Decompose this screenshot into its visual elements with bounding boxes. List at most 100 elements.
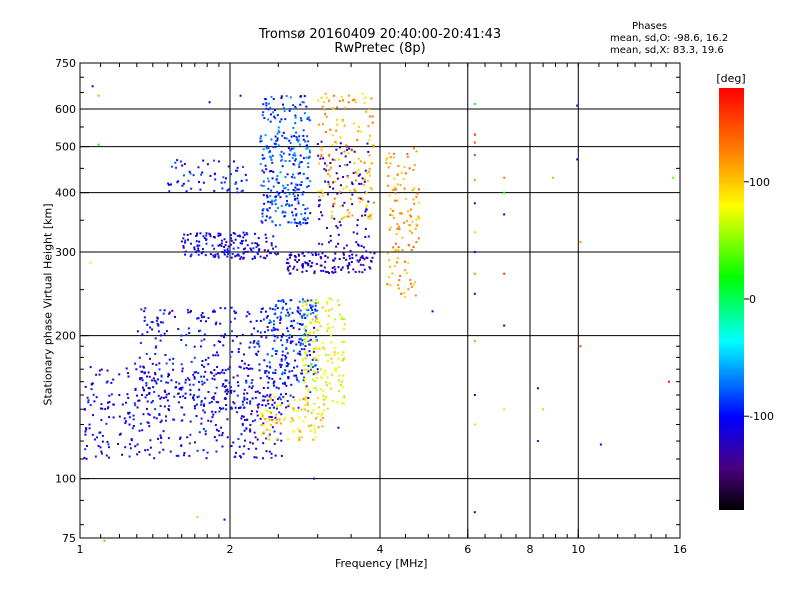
data-point: [146, 448, 149, 451]
data-point: [202, 250, 205, 253]
data-point: [189, 242, 192, 245]
data-point: [353, 122, 356, 125]
data-point: [319, 325, 322, 328]
data-point: [141, 379, 144, 382]
data-point: [202, 403, 205, 406]
data-point: [212, 159, 215, 162]
data-point: [253, 256, 256, 259]
data-point: [315, 339, 318, 342]
data-point: [344, 155, 347, 158]
data-point: [340, 217, 343, 220]
data-point: [197, 253, 200, 256]
data-point: [284, 416, 287, 419]
data-point: [168, 404, 171, 407]
data-point: [327, 183, 330, 186]
data-point: [144, 396, 147, 399]
data-point: [310, 322, 313, 325]
data-point: [280, 95, 283, 98]
data-point: [305, 302, 308, 305]
data-point: [302, 357, 305, 360]
data-point: [365, 250, 368, 253]
data-point: [356, 259, 359, 262]
data-point: [276, 316, 279, 319]
data-point: [363, 268, 366, 271]
data-point: [190, 253, 193, 256]
data-point: [356, 218, 359, 221]
data-point: [242, 415, 245, 418]
data-point: [189, 232, 192, 235]
data-point: [218, 434, 221, 437]
data-point: [359, 256, 362, 259]
data-point: [145, 384, 148, 387]
data-point: [259, 417, 262, 420]
data-point: [333, 197, 336, 200]
data-point: [184, 241, 187, 244]
data-point: [347, 265, 350, 268]
plot-frame: [79, 62, 681, 539]
data-point: [262, 111, 265, 114]
data-point: [342, 351, 345, 354]
data-point: [279, 404, 282, 407]
data-point: [336, 177, 339, 180]
data-point: [98, 373, 101, 376]
data-point: [337, 233, 340, 236]
data-point: [268, 419, 271, 422]
data-point: [148, 425, 151, 428]
data-point: [324, 162, 327, 165]
data-point: [164, 390, 167, 393]
data-point: [192, 174, 195, 177]
data-point: [369, 217, 372, 220]
data-point: [264, 233, 267, 236]
data-point: [220, 239, 223, 242]
data-point: [101, 434, 104, 437]
data-point: [104, 408, 107, 411]
data-point: [243, 388, 246, 391]
data-point: [302, 218, 305, 221]
data-point: [217, 354, 220, 357]
data-point: [103, 539, 106, 542]
data-point: [177, 401, 180, 404]
data-point: [217, 401, 220, 404]
data-point: [328, 297, 331, 300]
data-point: [151, 362, 154, 365]
data-point: [213, 374, 216, 377]
data-point: [363, 102, 366, 105]
data-point: [268, 416, 271, 419]
data-point: [576, 104, 579, 107]
data-point: [218, 410, 221, 413]
data-point: [324, 369, 327, 372]
data-point: [340, 191, 343, 194]
data-point: [151, 399, 154, 402]
data-point: [317, 397, 320, 400]
data-point: [542, 408, 545, 411]
data-point: [343, 318, 346, 321]
data-point: [268, 450, 271, 453]
data-point: [275, 407, 278, 410]
data-point: [309, 119, 312, 122]
data-point: [117, 442, 120, 445]
data-point: [263, 331, 266, 334]
data-point: [337, 357, 340, 360]
data-point: [271, 426, 274, 429]
data-point: [207, 363, 210, 366]
data-point: [259, 163, 262, 166]
data-point: [315, 371, 318, 374]
data-point: [158, 368, 161, 371]
data-point: [358, 173, 361, 176]
data-point: [259, 255, 262, 258]
data-point: [313, 326, 316, 329]
data-point: [417, 215, 420, 218]
data-point: [308, 343, 311, 346]
data-point: [272, 382, 275, 385]
data-point: [275, 386, 278, 389]
data-point: [297, 307, 300, 310]
data-point: [264, 418, 267, 421]
data-point: [318, 242, 321, 245]
data-point: [165, 396, 168, 399]
data-point: [362, 183, 365, 186]
data-point: [145, 381, 148, 384]
data-point: [248, 312, 251, 315]
data-point: [289, 251, 292, 254]
data-point: [405, 272, 408, 275]
data-point: [215, 439, 218, 442]
